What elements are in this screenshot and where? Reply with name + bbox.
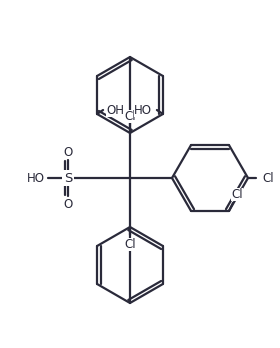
Text: HO: HO: [134, 103, 152, 117]
Text: OH: OH: [106, 103, 124, 117]
Text: Cl: Cl: [124, 237, 136, 251]
Text: S: S: [64, 172, 72, 184]
Text: Cl: Cl: [262, 172, 274, 184]
Text: Cl: Cl: [124, 110, 136, 122]
Text: Cl: Cl: [231, 188, 243, 201]
Text: O: O: [63, 145, 73, 158]
Text: HO: HO: [27, 172, 45, 184]
Text: O: O: [63, 198, 73, 211]
